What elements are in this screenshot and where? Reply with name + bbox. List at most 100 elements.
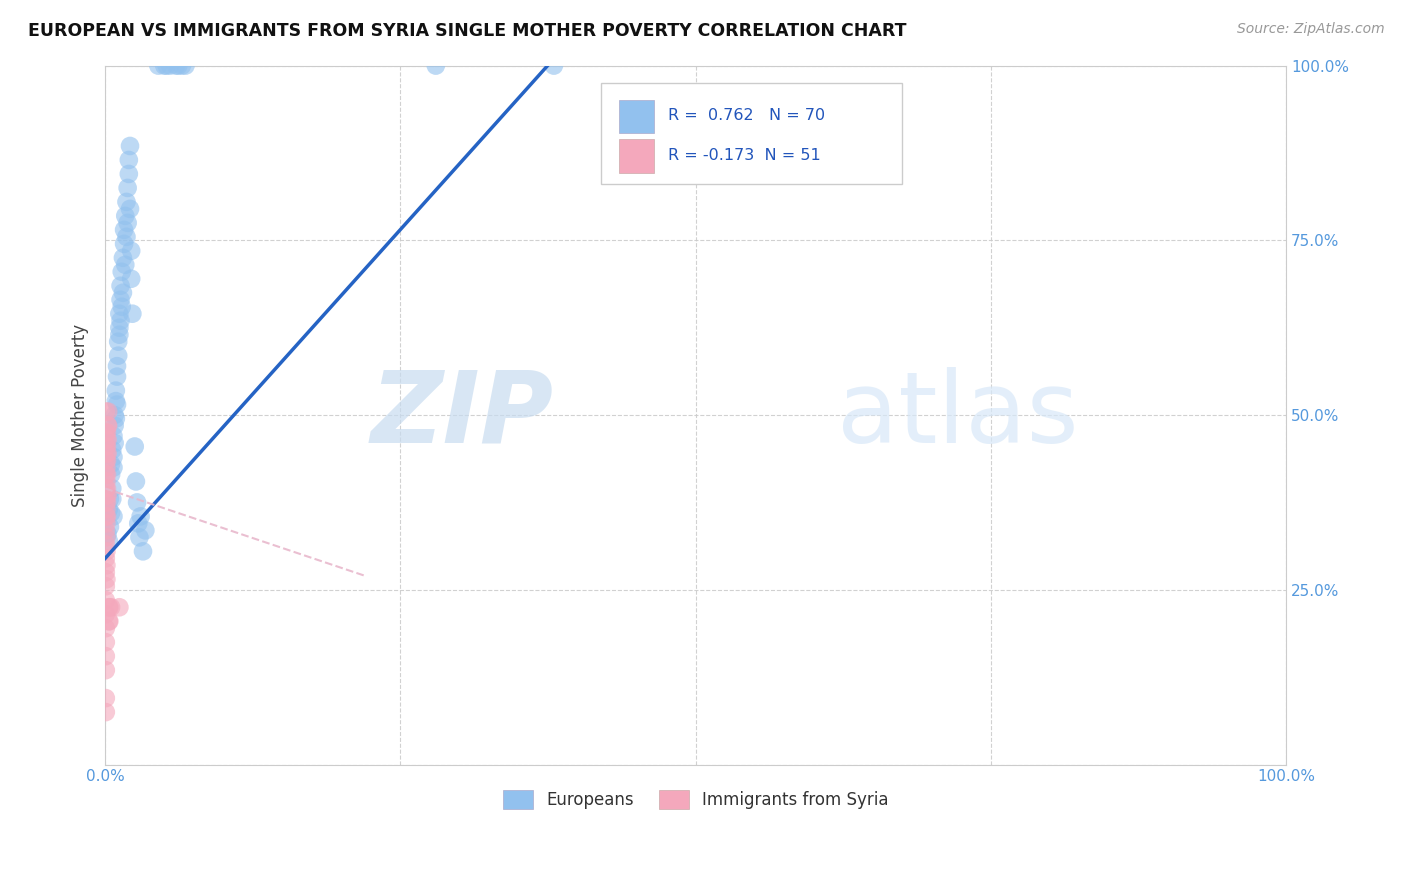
- Point: [105, 359, 128, 373]
- Point: [94, 467, 117, 482]
- Point: [94, 566, 117, 580]
- Point: [97, 614, 120, 628]
- Point: [104, 384, 127, 398]
- Text: atlas: atlas: [838, 367, 1078, 464]
- Point: [97, 488, 120, 502]
- Point: [124, 440, 146, 454]
- Point: [94, 404, 117, 418]
- Point: [96, 467, 118, 482]
- Point: [104, 418, 127, 433]
- Point: [112, 223, 135, 237]
- Point: [543, 59, 565, 73]
- Point: [98, 600, 121, 615]
- Point: [103, 450, 125, 464]
- Point: [96, 530, 118, 544]
- Legend: Europeans, Immigrants from Syria: Europeans, Immigrants from Syria: [496, 783, 896, 815]
- Point: [94, 593, 117, 607]
- Point: [100, 467, 122, 482]
- Point: [96, 425, 118, 440]
- Point: [97, 600, 120, 615]
- Point: [97, 404, 120, 418]
- Point: [120, 272, 142, 286]
- Point: [94, 453, 117, 467]
- Point: [96, 558, 118, 573]
- Point: [111, 265, 134, 279]
- Point: [96, 460, 118, 475]
- Point: [100, 600, 122, 615]
- Point: [156, 59, 179, 73]
- Point: [105, 398, 128, 412]
- Point: [103, 509, 125, 524]
- Point: [111, 251, 134, 265]
- Point: [97, 533, 120, 548]
- Point: [134, 524, 156, 538]
- Point: [118, 153, 141, 167]
- Point: [110, 293, 132, 307]
- Point: [96, 509, 118, 524]
- Point: [159, 59, 181, 73]
- Point: [96, 495, 118, 509]
- Point: [104, 411, 127, 425]
- Point: [114, 258, 136, 272]
- Point: [153, 59, 176, 73]
- Point: [96, 453, 118, 467]
- Point: [98, 491, 121, 506]
- Point: [125, 475, 148, 489]
- Point: [425, 59, 447, 73]
- Point: [97, 418, 120, 433]
- Text: R =  0.762   N = 70: R = 0.762 N = 70: [668, 109, 825, 123]
- Point: [96, 433, 118, 447]
- Point: [148, 59, 170, 73]
- Point: [96, 488, 118, 502]
- Point: [101, 442, 124, 457]
- Point: [104, 394, 127, 409]
- Point: [108, 320, 131, 334]
- Point: [94, 440, 117, 454]
- Point: [98, 520, 121, 534]
- Point: [108, 307, 131, 321]
- Point: [108, 327, 131, 342]
- Point: [132, 544, 155, 558]
- Point: [94, 495, 117, 509]
- Point: [94, 663, 117, 677]
- Text: ZIP: ZIP: [371, 367, 554, 464]
- FancyBboxPatch shape: [619, 100, 654, 134]
- Point: [118, 202, 141, 216]
- Text: Source: ZipAtlas.com: Source: ZipAtlas.com: [1237, 22, 1385, 37]
- Text: EUROPEAN VS IMMIGRANTS FROM SYRIA SINGLE MOTHER POVERTY CORRELATION CHART: EUROPEAN VS IMMIGRANTS FROM SYRIA SINGLE…: [28, 22, 907, 40]
- Point: [96, 482, 118, 496]
- Point: [103, 429, 125, 443]
- Point: [128, 530, 150, 544]
- Point: [98, 614, 121, 628]
- Point: [94, 482, 117, 496]
- Text: R = -0.173  N = 51: R = -0.173 N = 51: [668, 147, 821, 162]
- Point: [111, 300, 134, 314]
- Point: [115, 230, 138, 244]
- Point: [165, 59, 187, 73]
- Point: [174, 59, 197, 73]
- FancyBboxPatch shape: [602, 83, 903, 185]
- Point: [94, 579, 117, 593]
- Point: [97, 446, 120, 460]
- Point: [94, 524, 117, 538]
- Point: [117, 181, 139, 195]
- Point: [115, 194, 138, 209]
- Point: [96, 502, 118, 516]
- Point: [94, 537, 117, 551]
- Point: [96, 475, 118, 489]
- Point: [110, 278, 132, 293]
- Point: [121, 307, 143, 321]
- Point: [94, 649, 117, 664]
- Point: [111, 285, 134, 300]
- Point: [97, 527, 120, 541]
- Point: [107, 334, 129, 349]
- Point: [94, 635, 117, 649]
- Point: [100, 457, 122, 471]
- Point: [96, 572, 118, 586]
- Point: [94, 509, 117, 524]
- Point: [108, 600, 131, 615]
- Point: [96, 516, 118, 531]
- Point: [118, 167, 141, 181]
- Y-axis label: Single Mother Poverty: Single Mother Poverty: [72, 324, 89, 507]
- Point: [104, 436, 127, 450]
